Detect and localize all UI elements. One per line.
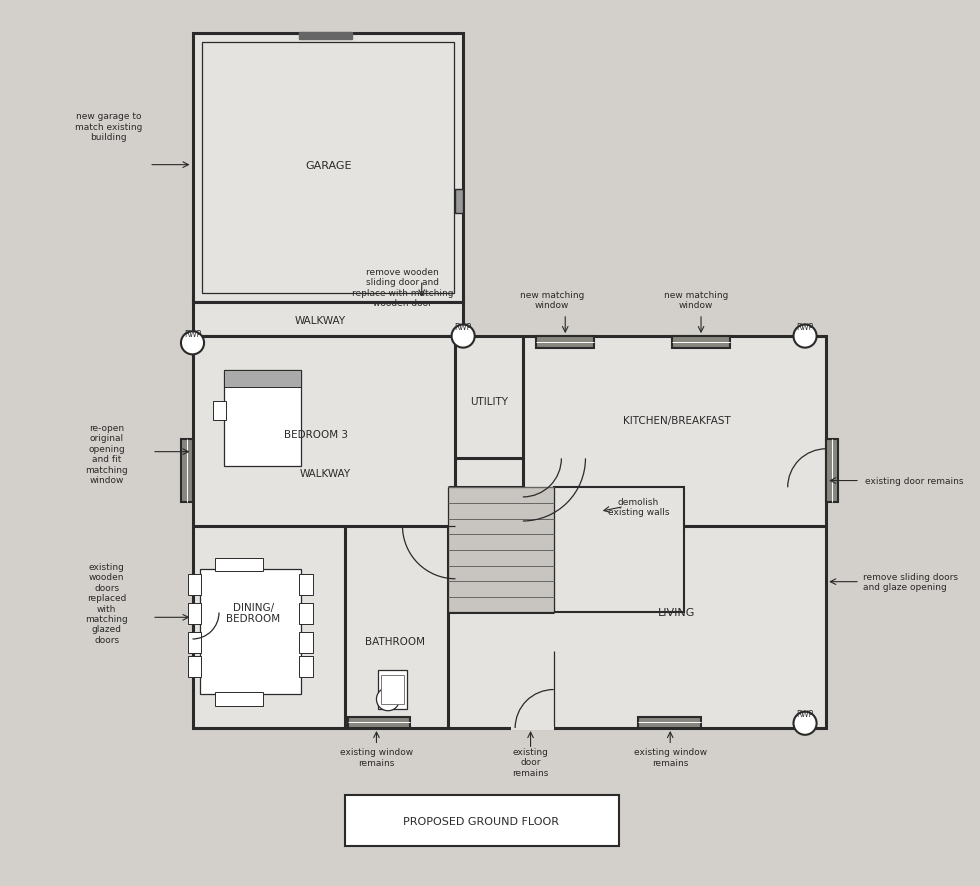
Bar <box>672 337 730 348</box>
Text: RWP: RWP <box>455 323 471 331</box>
Bar <box>300 33 353 41</box>
Text: UTILITY: UTILITY <box>470 396 509 406</box>
Bar <box>348 717 411 728</box>
Bar <box>554 487 684 613</box>
Bar <box>215 558 263 571</box>
Bar <box>536 337 594 348</box>
Text: remove sliding doors
and glaze opening: remove sliding doors and glaze opening <box>862 572 957 592</box>
Text: new matching
window: new matching window <box>519 291 584 310</box>
Bar <box>192 34 464 303</box>
Text: GARAGE: GARAGE <box>305 160 352 170</box>
Text: existing door remains: existing door remains <box>864 477 963 486</box>
Bar <box>300 657 313 677</box>
Bar <box>826 439 838 502</box>
Text: RWP: RWP <box>797 710 813 719</box>
Text: existing
wooden
doors
replaced
with
matching
glazed
doors: existing wooden doors replaced with matc… <box>85 563 128 644</box>
Text: re-open
original
opening
and fit
matching
window: re-open original opening and fit matchin… <box>85 424 128 485</box>
Text: new matching
window: new matching window <box>664 291 728 310</box>
Bar <box>188 657 201 677</box>
Bar <box>200 570 301 695</box>
Text: demolish
existing walls: demolish existing walls <box>608 497 669 517</box>
Text: RWP: RWP <box>797 323 813 331</box>
Text: RWP: RWP <box>184 330 201 338</box>
Bar <box>202 43 454 293</box>
Bar <box>345 796 619 845</box>
Text: existing window
remains: existing window remains <box>340 748 413 766</box>
Bar <box>188 603 201 625</box>
Bar <box>448 487 554 613</box>
Text: new garage to
match existing
building: new garage to match existing building <box>75 113 142 142</box>
Circle shape <box>794 325 816 348</box>
Circle shape <box>452 325 474 348</box>
Bar <box>378 671 408 709</box>
Text: WALKWAY: WALKWAY <box>295 315 346 325</box>
Text: BEDROOM 3: BEDROOM 3 <box>284 430 348 439</box>
Circle shape <box>376 688 400 711</box>
Bar <box>456 190 464 214</box>
Bar <box>188 574 201 595</box>
Bar <box>300 574 313 595</box>
Text: BATHROOM: BATHROOM <box>365 637 424 647</box>
Bar <box>300 603 313 625</box>
Text: WALKWAY: WALKWAY <box>300 469 351 478</box>
Text: LIVING: LIVING <box>659 608 696 618</box>
Bar <box>192 337 826 728</box>
Bar <box>213 401 226 420</box>
Bar <box>300 632 313 653</box>
Bar <box>192 303 464 337</box>
Text: PROPOSED GROUND FLOOR: PROPOSED GROUND FLOOR <box>404 816 560 826</box>
Bar <box>224 370 301 467</box>
Bar <box>181 439 192 502</box>
Text: existing
door
remains: existing door remains <box>513 747 549 777</box>
Circle shape <box>181 332 204 355</box>
Text: remove wooden
sliding door and
replace with matching
wooden door: remove wooden sliding door and replace w… <box>352 268 453 307</box>
Bar <box>381 675 405 704</box>
Circle shape <box>794 711 816 735</box>
Text: DINING/
BEDROOM: DINING/ BEDROOM <box>226 602 280 624</box>
Bar <box>215 693 263 706</box>
Bar <box>224 370 301 388</box>
Bar <box>638 717 701 728</box>
Bar <box>188 632 201 653</box>
Text: existing window
remains: existing window remains <box>634 748 707 766</box>
Text: KITCHEN/BREAKFAST: KITCHEN/BREAKFAST <box>623 416 731 425</box>
